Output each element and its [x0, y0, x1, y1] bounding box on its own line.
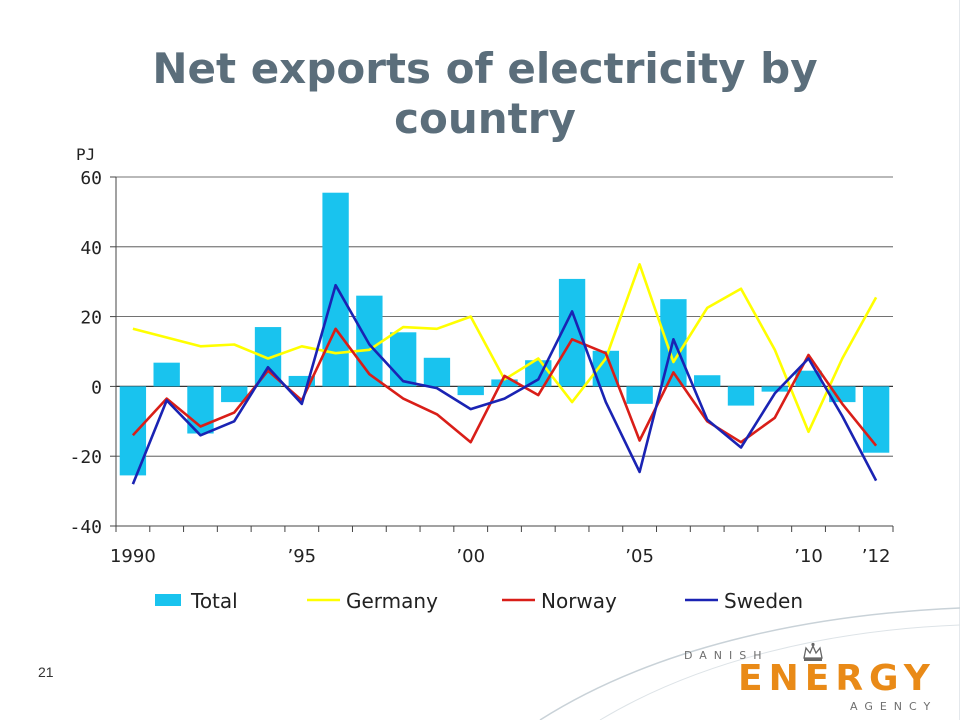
bar-total	[727, 386, 755, 406]
bar-total	[356, 295, 383, 387]
crown-icon	[803, 642, 823, 661]
bar-total	[491, 379, 518, 387]
legend-swatch-total	[155, 594, 181, 606]
bar-total	[829, 386, 856, 403]
bar-total	[626, 386, 653, 404]
y-tick-label: 20	[80, 308, 102, 329]
danish-energy-agency-logo: DANISH ENERGY AGENCY	[684, 642, 937, 713]
legend-label-norway: Norway	[541, 589, 617, 613]
bar-total	[694, 375, 721, 387]
line-germany	[132, 262, 878, 434]
y-tick-label: -20	[69, 447, 102, 468]
bar-total	[288, 375, 315, 387]
y-tick-label: 60	[80, 168, 102, 189]
bar-total	[457, 386, 484, 396]
legend-label-total: Total	[190, 589, 238, 613]
y-tick-label: -40	[69, 517, 102, 538]
x-tick-label: ’05	[625, 546, 654, 567]
legend-label-sweden: Sweden	[724, 589, 803, 613]
bar-total	[221, 386, 248, 403]
line-sweden	[131, 283, 878, 485]
legend-label-germany: Germany	[346, 589, 438, 613]
bar-total	[761, 386, 788, 392]
x-tick-label: ’95	[287, 546, 316, 567]
x-tick-label: 1990	[110, 546, 156, 567]
x-tick-label: ’00	[456, 546, 485, 567]
y-tick-label: 40	[80, 238, 102, 259]
bar-total	[389, 332, 417, 387]
x-tick-label: ’12	[862, 546, 891, 567]
bar-total	[862, 386, 890, 453]
bar-total	[795, 370, 822, 387]
slide-title: Net exports of electricity by country	[152, 44, 818, 143]
bar-total	[153, 362, 180, 387]
decorative-swoosh	[539, 0, 960, 720]
bar-total	[423, 357, 451, 387]
y-axis-label: PJ	[76, 145, 95, 164]
page-number: 21	[38, 664, 54, 680]
logo-line3: AGENCY	[850, 700, 937, 713]
x-tick-label: ’10	[794, 546, 823, 567]
logo-line2: ENERGY	[738, 658, 936, 699]
y-tick-label: 0	[91, 377, 102, 398]
logo-line1: DANISH	[684, 649, 769, 662]
